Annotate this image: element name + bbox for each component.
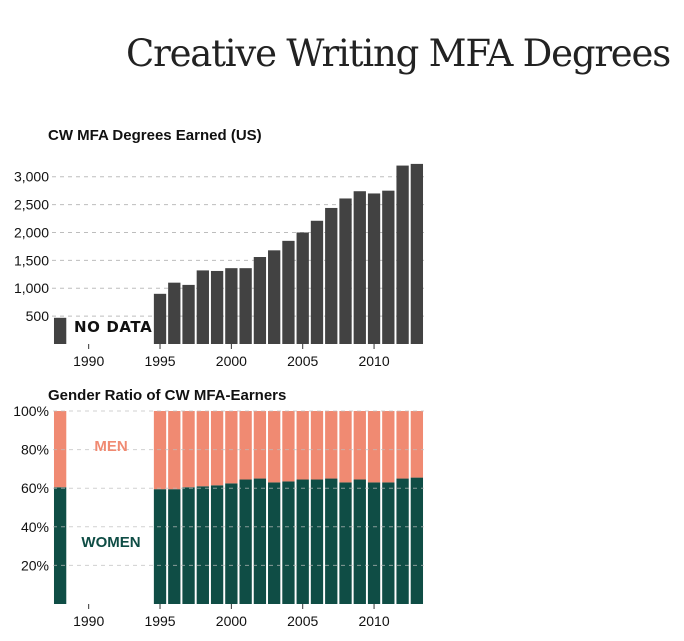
men-bar: [239, 411, 252, 480]
gender-y-tick-label: 20%: [21, 557, 49, 573]
degrees-bar: [367, 193, 381, 344]
degrees-bar: [153, 293, 167, 344]
women-bar: [53, 487, 67, 604]
women-bar: [339, 482, 352, 604]
gender-bars: [53, 411, 424, 604]
women-bar: [182, 487, 195, 604]
women-bar: [168, 489, 181, 604]
degrees-x-tick-label: 2000: [216, 353, 247, 369]
women-bar: [196, 486, 209, 604]
gender-x-tick-label: 2000: [216, 613, 247, 629]
men-series-label: MEN: [94, 438, 127, 455]
degrees-x-tick-label: 1990: [73, 353, 104, 369]
degrees-x-tick-label: 2010: [358, 353, 389, 369]
men-bar: [225, 411, 238, 484]
degrees-bar: [168, 282, 181, 344]
men-bar: [339, 411, 352, 483]
men-bar: [353, 411, 366, 480]
women-bar: [310, 479, 324, 604]
degrees-bar: [382, 190, 395, 344]
men-bar: [282, 411, 295, 482]
women-series-label: WOMEN: [81, 534, 140, 551]
degrees-bar: [339, 198, 352, 344]
degrees-bar: [182, 284, 195, 344]
gender-y-axis: 20% 40% 60% 80% 100%: [13, 403, 49, 573]
degrees-bar: [310, 220, 324, 344]
women-bar: [239, 479, 252, 604]
women-bar: [367, 482, 381, 604]
degrees-bar: [410, 163, 424, 344]
degrees-bar: [268, 250, 281, 344]
men-bar: [182, 411, 195, 488]
gender-x-tick-label: 1995: [144, 613, 175, 629]
no-data-annotation: NO DATA: [74, 318, 152, 336]
degrees-chart-title: CW MFA Degrees Earned (US): [48, 127, 262, 144]
degrees-bar: [239, 268, 252, 344]
gender-y-tick-label: 60%: [21, 480, 49, 496]
page-title: Creative Writing MFA Degrees: [125, 32, 671, 75]
men-bar: [268, 411, 281, 483]
degrees-bars: [53, 163, 424, 344]
gender-chart: Gender Ratio of CW MFA-Earners 20% 40% 60%…: [13, 387, 424, 629]
degrees-y-tick-label: 3,000: [14, 169, 49, 185]
degrees-y-tick-label: 2,500: [14, 197, 49, 213]
degrees-y-tick-label: 500: [26, 308, 50, 324]
gender-y-tick-label: 80%: [21, 442, 49, 458]
degrees-y-tick-label: 2,000: [14, 224, 49, 240]
gender-gridlines: [53, 410, 424, 566]
women-bar: [268, 482, 281, 604]
degrees-bar: [210, 270, 224, 344]
degrees-bar: [325, 207, 338, 344]
men-bar: [296, 411, 309, 480]
gender-x-tick-label: 2010: [358, 613, 389, 629]
degrees-bar: [396, 165, 409, 344]
women-bar: [396, 478, 409, 604]
degrees-gridlines: [52, 176, 424, 317]
degrees-bar: [282, 240, 295, 344]
men-bar: [210, 411, 224, 486]
gender-y-tick-label: 40%: [21, 519, 49, 535]
degrees-bar: [296, 232, 309, 344]
degrees-bar: [353, 191, 366, 344]
women-bar: [253, 478, 267, 604]
women-bar: [410, 477, 424, 604]
degrees-bar: [196, 270, 209, 344]
degrees-x-tick-label: 2005: [287, 353, 318, 369]
degrees-bar: [253, 257, 267, 344]
men-bar: [410, 411, 424, 478]
degrees-x-axis: 1990 1995 2000 2005 2010: [73, 344, 390, 369]
men-bar: [53, 411, 67, 488]
women-bar: [153, 489, 167, 604]
women-bar: [353, 479, 366, 604]
men-bar: [382, 411, 395, 483]
gender-y-tick-label: 100%: [13, 403, 49, 419]
degrees-bar: [53, 317, 67, 344]
gender-chart-title: Gender Ratio of CW MFA-Earners: [48, 387, 286, 404]
degrees-y-axis: 500 1,000 1,500 2,000 2,500 3,000: [14, 169, 49, 324]
men-bar: [367, 411, 381, 483]
degrees-bar: [225, 268, 238, 344]
degrees-x-tick-label: 1995: [144, 353, 175, 369]
degrees-y-tick-label: 1,000: [14, 280, 49, 296]
gender-x-tick-label: 2005: [287, 613, 318, 629]
women-bar: [382, 482, 395, 604]
women-bar: [296, 479, 309, 604]
men-bar: [396, 411, 409, 479]
men-bar: [253, 411, 267, 479]
degrees-y-tick-label: 1,500: [14, 252, 49, 268]
men-bar: [310, 411, 324, 480]
degrees-chart: CW MFA Degrees Earned (US) 500 1,000 1,500…: [14, 127, 424, 369]
gender-x-axis: 1990 1995 2000 2005 2010: [73, 604, 390, 629]
gender-x-tick-label: 1990: [73, 613, 104, 629]
women-bar: [225, 483, 238, 604]
women-bar: [282, 481, 295, 604]
men-bar: [325, 411, 338, 479]
women-bar: [210, 485, 224, 604]
women-bar: [325, 478, 338, 604]
men-bar: [196, 411, 209, 487]
